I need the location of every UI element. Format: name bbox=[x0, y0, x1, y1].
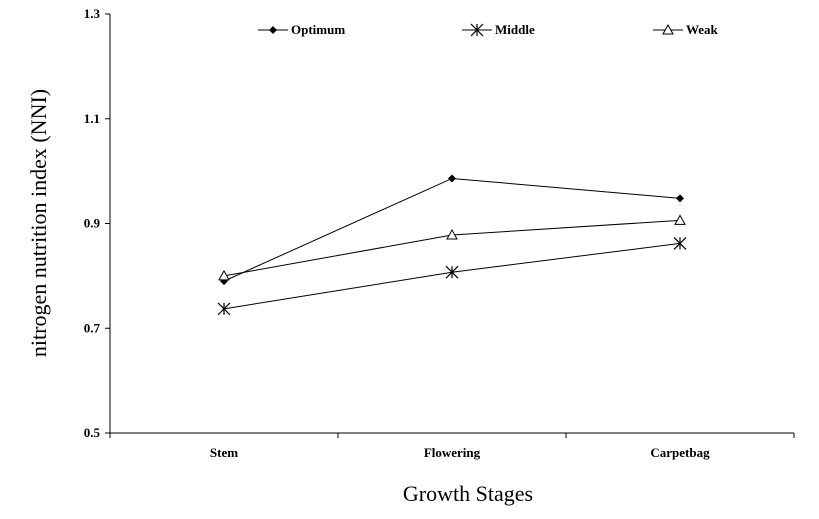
x-tick-label: Carpetbag bbox=[650, 445, 710, 460]
x-tick-label: Stem bbox=[210, 445, 238, 460]
y-tick-label: 1.1 bbox=[84, 111, 100, 126]
legend-item-middle: Middle bbox=[462, 22, 535, 37]
y-tick-label: 1.3 bbox=[84, 6, 101, 21]
y-tick-label: 0.7 bbox=[84, 320, 101, 335]
x-tick-label: Flowering bbox=[424, 445, 481, 460]
point-optimum bbox=[676, 194, 684, 203]
legend-marker-optimum bbox=[269, 26, 277, 34]
legend-label-optimum: Optimum bbox=[291, 22, 345, 37]
series-middle bbox=[217, 236, 687, 316]
legend-item-optimum: Optimum bbox=[258, 22, 345, 37]
y-ticks: 0.5 0.7 0.9 1.1 1.3 bbox=[84, 6, 110, 440]
series-weak bbox=[218, 214, 686, 281]
y-tick-label: 0.9 bbox=[84, 216, 101, 231]
legend-marker-middle bbox=[470, 23, 484, 37]
point-middle bbox=[673, 236, 687, 250]
x-ticks: Stem Flowering Carpetbag bbox=[109, 433, 795, 460]
point-weak bbox=[446, 228, 458, 240]
axes bbox=[109, 14, 794, 434]
point-middle bbox=[445, 265, 459, 279]
legend-label-middle: Middle bbox=[495, 22, 535, 37]
legend-label-weak: Weak bbox=[686, 22, 719, 37]
legend-item-weak: Weak bbox=[653, 22, 719, 37]
point-weak bbox=[218, 269, 230, 281]
y-tick-label: 0.5 bbox=[84, 425, 101, 440]
y-axis-title: nitrogen nutrition index (NNI) bbox=[26, 89, 51, 357]
point-optimum bbox=[448, 174, 456, 183]
point-middle bbox=[217, 302, 231, 316]
legend: Optimum Middle Weak bbox=[258, 22, 719, 37]
legend-marker-weak bbox=[662, 23, 674, 35]
series-layer bbox=[217, 174, 687, 316]
point-weak bbox=[674, 214, 686, 225]
x-axis-title: Growth Stages bbox=[403, 481, 533, 506]
